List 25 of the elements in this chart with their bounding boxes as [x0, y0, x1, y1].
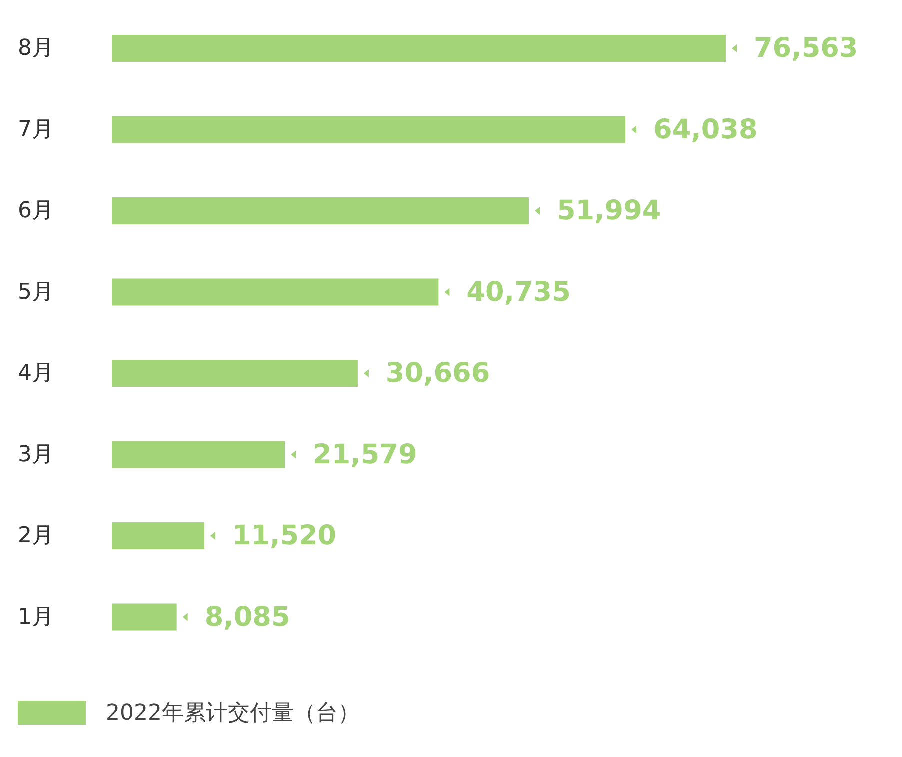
bar	[112, 198, 529, 224]
data-label: 21,579	[313, 439, 418, 470]
data-label: 64,038	[654, 114, 758, 146]
bar	[112, 522, 204, 550]
legend-label: 2022年累计交付量（台）	[106, 700, 360, 728]
bar	[112, 116, 626, 144]
data-label: 40,735	[466, 276, 571, 308]
y-tick-label: 1月	[18, 604, 54, 630]
bar	[112, 360, 358, 387]
y-tick-label: 5月	[18, 280, 54, 305]
data-label: 30,666	[386, 358, 490, 389]
y-tick-label: 3月	[18, 442, 54, 468]
y-tick-label: 6月	[18, 198, 54, 224]
y-tick-label: 4月	[18, 361, 54, 386]
data-label: 76,563	[754, 33, 858, 64]
data-label: 51,994	[556, 196, 662, 226]
bar	[112, 278, 439, 306]
bar	[112, 604, 177, 631]
bar	[112, 441, 286, 468]
y-tick-label: 7月	[18, 117, 54, 142]
y-tick-label: 2月	[18, 524, 54, 549]
data-label: 8,085	[204, 602, 290, 633]
y-tick-label: 8月	[18, 36, 54, 62]
data-label: 11,520	[232, 520, 337, 552]
bar	[112, 35, 726, 62]
